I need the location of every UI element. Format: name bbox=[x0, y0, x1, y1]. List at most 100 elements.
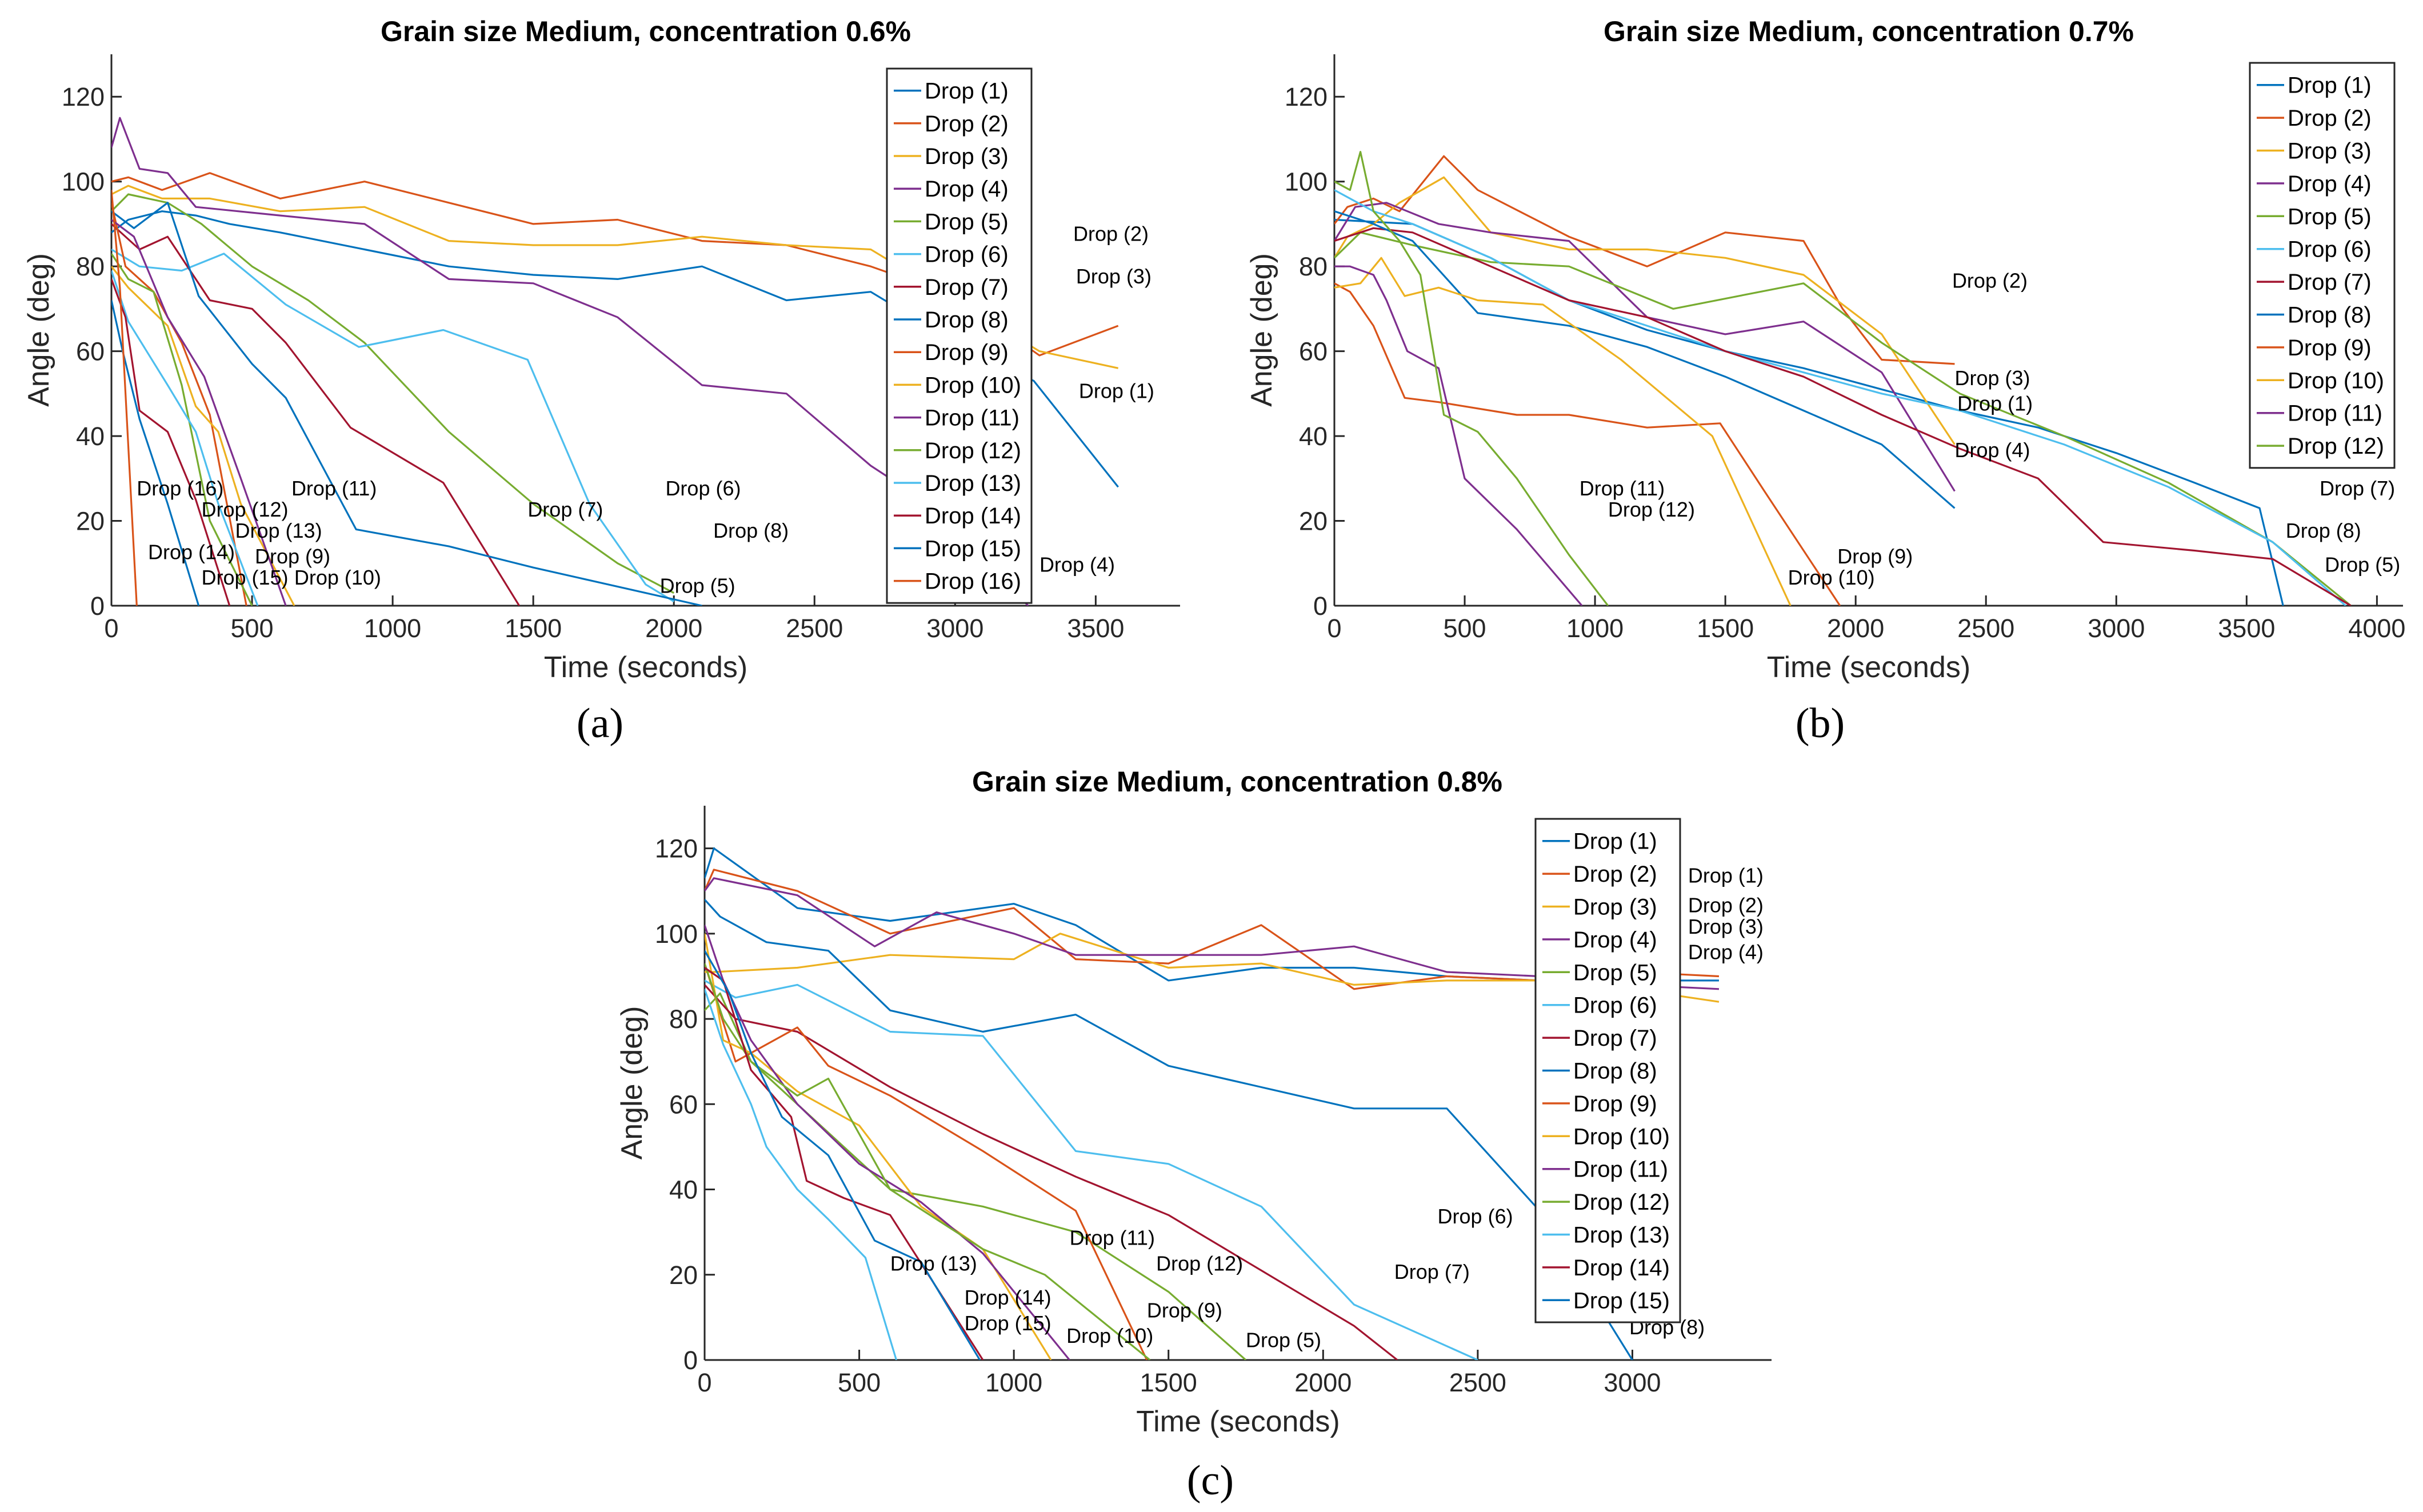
chart-a-series-line-7 bbox=[111, 223, 520, 606]
chart-a-annotation: Drop (1) bbox=[1079, 379, 1154, 402]
chart-panel-a: Grain size Medium, concentration 0.6% 0 50… bbox=[22, 15, 1180, 684]
chart-c-series-group bbox=[705, 847, 1720, 1360]
chart-c-legend-label: Drop (15) bbox=[1573, 1288, 1670, 1313]
chart-a-series-line-14 bbox=[111, 278, 231, 606]
chart-a-legend-label: Drop (6) bbox=[925, 242, 1009, 267]
chart-b-y-tick-label: 40 bbox=[1299, 422, 1328, 451]
chart-c-legend: Drop (1) Drop (2) Drop (3) Drop (4) Drop (5)… bbox=[1534, 818, 1681, 1323]
chart-b-annotation: Drop (12) bbox=[1608, 498, 1695, 521]
chart-c-legend-label: Drop (13) bbox=[1573, 1223, 1670, 1248]
chart-a-y-tick-label: 20 bbox=[76, 507, 105, 536]
chart-b-series-group bbox=[1334, 151, 2352, 606]
chart-a-title: Grain size Medium, concentration 0.6% bbox=[381, 15, 911, 47]
chart-c-legend-label: Drop (6) bbox=[1573, 993, 1657, 1018]
chart-b-y-tick-label: 60 bbox=[1299, 337, 1328, 366]
chart-b-legend-label: Drop (12) bbox=[2288, 434, 2384, 459]
chart-b-annotation: Drop (10) bbox=[1788, 566, 1875, 589]
chart-a-legend-label: Drop (13) bbox=[925, 471, 1021, 496]
chart-b-y-tick-label: 100 bbox=[1285, 167, 1328, 197]
chart-b-annotation: Drop (5) bbox=[2325, 553, 2400, 577]
chart-b-y-tick-label: 0 bbox=[1313, 591, 1328, 621]
chart-c-legend-box bbox=[1534, 818, 1681, 1323]
chart-b-legend-label: Drop (7) bbox=[2288, 270, 2372, 295]
chart-a-legend-label: Drop (11) bbox=[925, 406, 1019, 431]
chart-b-legend-label: Drop (5) bbox=[2288, 204, 2372, 229]
chart-b-x-tick-label: 500 bbox=[1444, 614, 1486, 643]
chart-a-annotation: Drop (10) bbox=[294, 566, 381, 589]
chart-c-series-line-4 bbox=[705, 877, 1720, 990]
chart-c-annotation: Drop (12) bbox=[1156, 1251, 1243, 1275]
chart-a-series-line-11 bbox=[111, 219, 287, 606]
chart-b-annotation: Drop (11) bbox=[1580, 477, 1665, 500]
chart-c-legend-label: Drop (12) bbox=[1573, 1190, 1670, 1215]
chart-a-legend-label: Drop (1) bbox=[925, 79, 1009, 104]
chart-c-x-tick-label: 500 bbox=[838, 1368, 881, 1397]
chart-a-legend-label: Drop (8) bbox=[925, 307, 1009, 333]
chart-a-legend-label: Drop (5) bbox=[925, 209, 1009, 234]
chart-b-legend-label: Drop (8) bbox=[2288, 303, 2372, 328]
chart-b-legend-box bbox=[2249, 62, 2396, 469]
chart-c-annotation: Drop (3) bbox=[1688, 915, 1764, 938]
chart-b-legend-label: Drop (6) bbox=[2288, 237, 2372, 262]
chart-b-x-tick-label: 3500 bbox=[2218, 614, 2275, 643]
chart-a-legend-label: Drop (10) bbox=[925, 373, 1021, 398]
chart-c-y-tick-label: 20 bbox=[669, 1261, 698, 1290]
chart-b-x-tick-label: 3000 bbox=[2088, 614, 2145, 643]
chart-a-y-tick-label: 100 bbox=[62, 167, 105, 197]
chart-a-annotation: Drop (9) bbox=[255, 545, 330, 568]
chart-a-legend-label: Drop (9) bbox=[925, 340, 1009, 365]
chart-a-x-tick-label: 1000 bbox=[364, 614, 421, 643]
chart-a-legend-label: Drop (12) bbox=[925, 438, 1021, 463]
chart-a-legend: Drop (1) Drop (2) Drop (3) Drop (4) Drop (5)… bbox=[886, 67, 1033, 604]
chart-c-legend-label: Drop (8) bbox=[1573, 1059, 1657, 1084]
chart-a-annotation: Drop (2) bbox=[1073, 222, 1149, 246]
chart-b-series-line-12 bbox=[1334, 151, 1609, 606]
caption-a: (a) bbox=[577, 700, 623, 747]
chart-c-y-tick-label: 100 bbox=[655, 919, 698, 949]
chart-b-legend-label: Drop (9) bbox=[2288, 335, 2372, 361]
chart-b-legend-label: Drop (3) bbox=[2288, 139, 2372, 164]
chart-c-annotation: Drop (5) bbox=[1246, 1329, 1321, 1352]
chart-a-annotation: Drop (11) bbox=[291, 477, 377, 500]
chart-c-annotation: Drop (4) bbox=[1688, 941, 1764, 964]
chart-c-annotation: Drop (11) bbox=[1070, 1226, 1155, 1250]
chart-a-legend-box bbox=[886, 67, 1033, 604]
chart-b-annotation: Drop (8) bbox=[2286, 519, 2361, 542]
chart-a-annotation: Drop (5) bbox=[660, 574, 735, 598]
chart-c-x-tick-label: 3000 bbox=[1604, 1368, 1661, 1397]
chart-b-series-line-9 bbox=[1334, 282, 1841, 606]
chart-b-legend-label: Drop (2) bbox=[2288, 106, 2372, 131]
chart-b-y-tick-label: 20 bbox=[1299, 507, 1328, 536]
chart-b-series-line-11 bbox=[1334, 265, 1583, 606]
chart-c-legend-label: Drop (11) bbox=[1573, 1157, 1668, 1182]
chart-a-annotation: Drop (13) bbox=[235, 519, 322, 542]
chart-a-annotation: Drop (12) bbox=[201, 498, 288, 521]
chart-a-series-line-10 bbox=[111, 266, 295, 606]
chart-c-x-tick-label: 0 bbox=[697, 1368, 711, 1397]
chart-b-series-line-2 bbox=[1334, 155, 1955, 365]
chart-a-series-line-8 bbox=[111, 202, 702, 606]
chart-c-series-line-8 bbox=[705, 899, 1633, 1360]
chart-a-series-line-15 bbox=[111, 300, 200, 606]
chart-a-legend-label: Drop (2) bbox=[925, 111, 1009, 137]
chart-c-annotation: Drop (13) bbox=[890, 1251, 977, 1275]
chart-c-x-tick-label: 1000 bbox=[985, 1368, 1042, 1397]
chart-panel-c: Grain size Medium, concentration 0.8% 0 50… bbox=[615, 766, 1772, 1438]
chart-b-x-tick-label: 0 bbox=[1327, 614, 1341, 643]
chart-b-annotation: Drop (3) bbox=[1955, 366, 2030, 390]
chart-c-legend-label: Drop (2) bbox=[1573, 862, 1657, 887]
chart-b-series-line-4 bbox=[1334, 202, 1956, 492]
chart-c-y-tick-label: 120 bbox=[655, 834, 698, 863]
chart-a-annotation: Drop (6) bbox=[665, 477, 741, 500]
chart-a-x-tick-label: 0 bbox=[104, 614, 118, 643]
chart-c-annotation: Drop (7) bbox=[1394, 1260, 1470, 1283]
chart-c-x-tick-label: 2500 bbox=[1449, 1368, 1506, 1397]
chart-a-y-tick-label: 0 bbox=[90, 591, 105, 621]
chart-b-annotation: Drop (7) bbox=[2320, 477, 2395, 500]
chart-c-legend-label: Drop (4) bbox=[1573, 927, 1657, 953]
chart-b-y-tick-label: 80 bbox=[1299, 252, 1328, 281]
chart-c-annotation: Drop (15) bbox=[965, 1311, 1051, 1335]
chart-a-x-axis-label: Time (seconds) bbox=[544, 651, 747, 684]
chart-panel-b: Grain size Medium, concentration 0.7% 0 50… bbox=[1245, 15, 2405, 684]
